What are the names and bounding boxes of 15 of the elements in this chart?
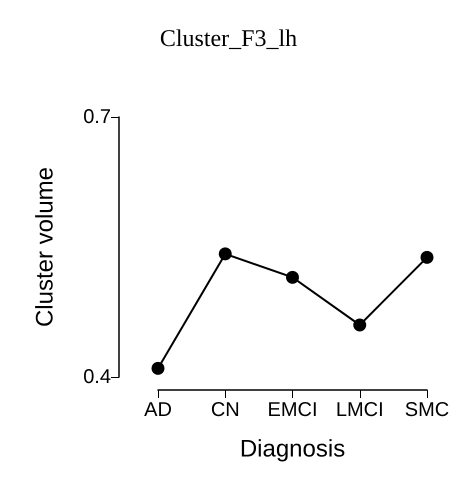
x-axis-title: Diagnosis: [240, 436, 346, 462]
point: [218, 247, 232, 260]
chart-title: Cluster_F3_lh: [160, 26, 298, 52]
point: [286, 270, 299, 284]
x-tick-label: SMC: [404, 399, 450, 421]
point: [420, 250, 434, 264]
x-tick-label: AD: [144, 399, 172, 421]
x-tick-label: LMCI: [336, 399, 384, 421]
y-tick-label: 0.4: [83, 366, 111, 388]
y-tick-label: 0.7: [83, 106, 111, 128]
x-tick-label: CN: [210, 399, 240, 421]
point: [353, 318, 366, 332]
y-axis-title: Cluster volume: [32, 166, 58, 328]
x-tick-label: EMCI: [268, 399, 318, 421]
point: [152, 362, 164, 375]
